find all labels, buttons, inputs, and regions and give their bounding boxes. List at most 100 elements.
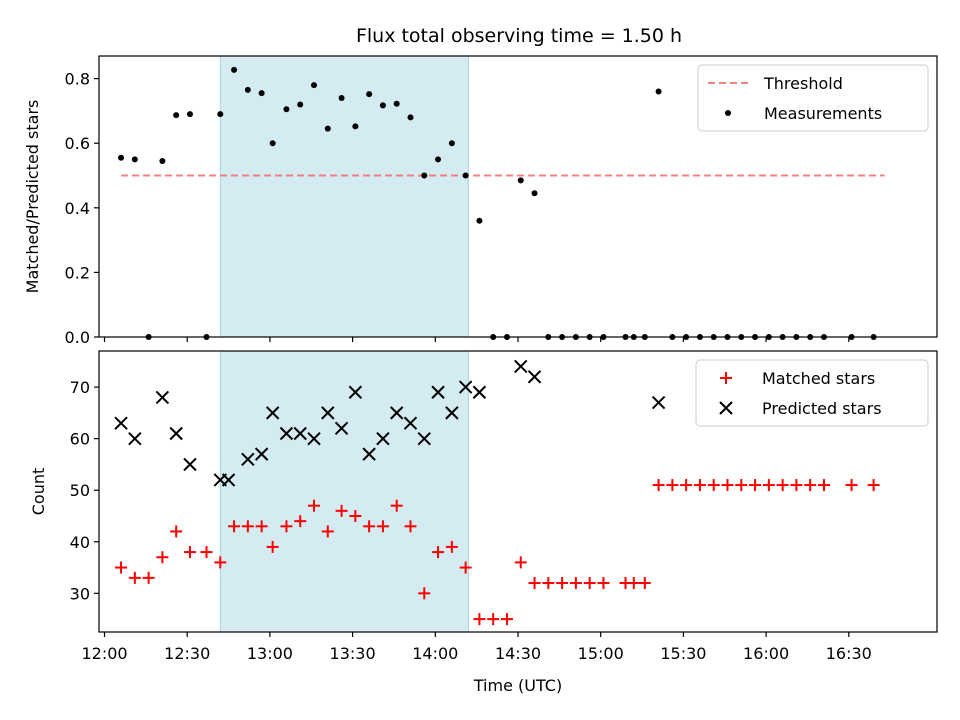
count-points (114, 359, 880, 626)
matched-stars-point (432, 546, 445, 559)
matched-stars-point (680, 479, 693, 492)
matched-stars-point (693, 479, 706, 492)
x-axis-ticks: 12:00 12:30 13:00 13:30 14:00 14:30 15:00 15:30… (81, 632, 872, 663)
x-tick-label: 15:30 (660, 644, 706, 663)
matched-stars-point (156, 551, 169, 564)
measurement-point (118, 154, 125, 161)
matched-stars-point (349, 509, 362, 522)
matched-stars-point (214, 556, 227, 569)
y-axis-ticks: 30 40 50 60 70 (70, 378, 99, 603)
matched-stars-point (376, 520, 389, 533)
y-tick-label: 0.4 (65, 199, 90, 218)
measurement-point (324, 125, 331, 132)
matched-stars-point (445, 540, 458, 553)
y-tick-label: 30 (70, 584, 90, 603)
x-tick-label: 16:30 (826, 644, 872, 663)
matched-stars-point (583, 577, 596, 590)
matched-stars-point (418, 587, 431, 600)
predicted-stars-point (348, 385, 363, 399)
matched-stars-point (294, 515, 307, 528)
matched-stars-point (845, 479, 858, 492)
predicted-stars-point (183, 457, 197, 472)
measurement-point (435, 156, 442, 163)
measurement-points (118, 66, 877, 340)
x-axis-ticks (103, 337, 850, 342)
y-axis-ticks: 0.0 0.2 0.4 0.6 0.8 (65, 70, 99, 347)
x-tick-label: 15:00 (578, 644, 624, 663)
highlight-span (219, 55, 469, 338)
measurement-point (131, 156, 138, 163)
matched-stars-point (280, 520, 293, 533)
predicted-stars-point (307, 431, 321, 446)
highlight-span (219, 350, 469, 633)
figure-title: Flux total observing time = 1.50 h (356, 25, 682, 47)
measurement-point (476, 217, 483, 224)
x-axis-label: Time (UTC) (473, 676, 562, 695)
matched-stars-point (721, 479, 734, 492)
predicted-stars-point (334, 421, 349, 436)
legend: Matched stars Predicted stars (695, 359, 929, 427)
matched-stars-point (707, 479, 720, 492)
predicted-stars-point (403, 416, 418, 430)
legend-label: Measurements (764, 104, 882, 123)
legend-swatch (725, 110, 731, 116)
measurement-point (352, 123, 359, 130)
measurement-point (407, 114, 414, 121)
measurement-point (269, 140, 276, 147)
matched-stars-point (266, 540, 279, 553)
legend: Threshold Measurements (697, 64, 929, 132)
measurement-point (421, 172, 428, 179)
predicted-stars-point (514, 359, 528, 374)
matched-stars-point (597, 577, 610, 590)
matched-stars-point (735, 479, 748, 492)
matched-stars-point (459, 561, 472, 574)
legend-swatch (719, 401, 733, 415)
matched-stars-point (183, 546, 196, 559)
measurement-point (173, 112, 180, 119)
legend-label: Matched stars (762, 369, 875, 388)
legend-swatch (720, 372, 732, 384)
x-tick-label: 16:00 (743, 644, 789, 663)
predicted-stars-point (265, 406, 280, 420)
x-tick-label: 12:00 (81, 644, 127, 663)
y-tick-label: 70 (70, 378, 90, 397)
matched-stars-point (652, 479, 665, 492)
y-axis-label: Count (29, 468, 48, 516)
matched-stars-point (404, 520, 417, 533)
y-tick-label: 0.6 (65, 134, 90, 153)
measurement-point (244, 86, 251, 93)
measurement-point (338, 94, 345, 101)
plot-frame (98, 55, 938, 338)
legend-box (697, 64, 929, 132)
matched-stars-point (335, 504, 348, 517)
matched-stars-point (762, 479, 775, 492)
measurement-point (217, 111, 224, 118)
predicted-stars-point (169, 426, 183, 441)
matched-stars-point (200, 546, 213, 559)
measurement-point (379, 102, 386, 109)
matched-stars-point (569, 577, 582, 590)
predicted-stars-point (376, 431, 390, 446)
matched-stars-point (321, 525, 334, 538)
legend-label: Predicted stars (762, 399, 882, 418)
measurement-point (462, 172, 469, 179)
measurement-point (283, 106, 290, 113)
predicted-stars-point (279, 426, 294, 441)
matched-stars-point (556, 577, 569, 590)
predicted-stars-point (472, 385, 487, 399)
matched-stars-point (817, 479, 830, 492)
measurement-point (366, 91, 373, 98)
measurement-point (159, 157, 166, 164)
matched-stars-point (528, 577, 541, 590)
matched-stars-point (542, 577, 555, 590)
matched-stars-point (627, 577, 640, 590)
predicted-stars-point (293, 426, 307, 441)
predicted-stars-point (254, 447, 269, 461)
y-tick-label: 0.8 (65, 70, 90, 89)
x-tick-label: 13:30 (330, 644, 376, 663)
matched-stars-point (228, 520, 241, 533)
predicted-stars-point (445, 406, 459, 420)
x-tick-label: 14:30 (495, 644, 541, 663)
predicted-stars-point (321, 406, 335, 420)
